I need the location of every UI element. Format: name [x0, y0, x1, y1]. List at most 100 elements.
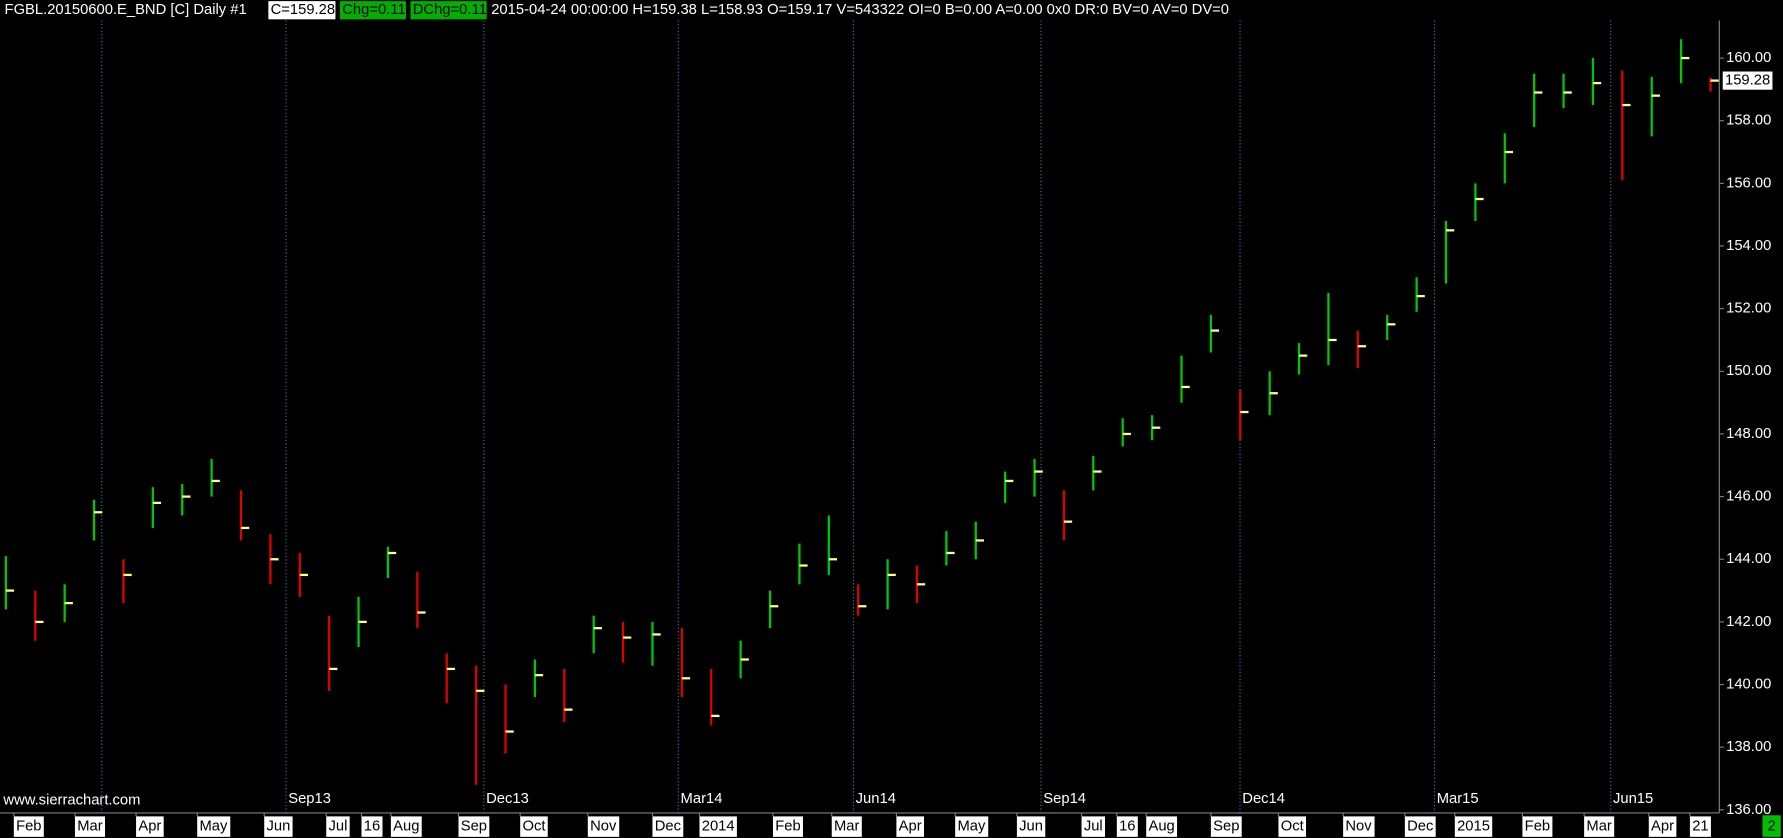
rollover-label: Dec14 [1242, 791, 1285, 807]
rollover-label: Sep13 [288, 791, 331, 807]
close-box [268, 1, 336, 20]
header: FGBL.20150600.E_BND [C] Daily #1 C=159.2… [5, 1, 1229, 20]
dchange-box [410, 1, 487, 20]
y-tick-label: 142.00 [1726, 614, 1771, 630]
x-tick-label: Jul [329, 819, 348, 835]
rollover-label: Mar15 [1437, 791, 1479, 807]
rollover-label: Sep14 [1043, 791, 1086, 807]
x-tick-label: Feb [1525, 819, 1550, 835]
x-tick-box [74, 816, 106, 837]
x-tick-label: Apr [1651, 819, 1674, 835]
badge: 2 [1768, 819, 1776, 835]
x-tick-label: Aug [1148, 819, 1174, 835]
y-tick-label: 158.00 [1726, 113, 1771, 129]
x-tick-box [587, 816, 620, 837]
y-tick-label: 136.00 [1726, 802, 1771, 818]
x-tick-box [1404, 816, 1436, 837]
x-tick-label: Aug [393, 819, 419, 835]
x-tick-label: Mar [1586, 819, 1612, 835]
badge-box [1762, 815, 1781, 837]
x-tick-box [831, 816, 862, 837]
last-price-box [1722, 71, 1773, 90]
rollover-label: Jun14 [856, 791, 896, 807]
x-tick-box [1648, 816, 1677, 837]
last-price-label: 159.28 [1725, 73, 1770, 89]
x-tick-box [1343, 816, 1375, 837]
x-tick-box [1522, 816, 1553, 837]
x-tick-label: Mar [77, 819, 103, 835]
x-tick-label: Apr [138, 819, 161, 835]
x-tick-label: Feb [16, 819, 41, 835]
x-tick-label: Jul [1084, 819, 1103, 835]
axes: Sep13 Dec13 Mar14 Jun14 Sep14 Dec14 Mar15 Jun15… [13, 50, 1773, 837]
x-tick-box [197, 816, 231, 837]
x-tick-label: Oct [1281, 819, 1304, 835]
x-tick-label: Apr [899, 819, 922, 835]
watermark: www.sierrachart.com [2, 792, 140, 808]
x-tick-label: Mar [834, 819, 860, 835]
x-tick-box [955, 816, 989, 837]
x-tick-label: 21 [1692, 819, 1708, 835]
x-tick-box [520, 816, 548, 837]
x-tick-box [1584, 816, 1615, 837]
y-tick-label: 144.00 [1726, 551, 1771, 567]
rollover-label: Jun15 [1613, 791, 1653, 807]
x-tick-box [1454, 816, 1493, 837]
plot-area [4, 20, 1719, 813]
x-tick-box [1116, 816, 1138, 837]
x-tick-box [1146, 816, 1178, 837]
rollover-label: Dec13 [486, 791, 529, 807]
x-tick-box [896, 816, 925, 837]
x-tick-label: Jun [266, 819, 290, 835]
x-tick-box [1210, 816, 1242, 837]
x-tick-label: Sep [461, 819, 487, 835]
x-tick-label: Dec [1407, 819, 1433, 835]
close-text: C=159.28 [271, 2, 335, 18]
x-tick-box [361, 816, 383, 837]
x-tick-label: Oct [522, 819, 545, 835]
y-tick-label: 152.00 [1726, 301, 1771, 317]
rollover-label: Mar14 [681, 791, 723, 807]
x-tick-label: Nov [1345, 819, 1372, 835]
x-tick-label: May [199, 819, 228, 835]
x-tick-box [772, 816, 803, 837]
x-tick-label: 2015 [1457, 819, 1490, 835]
y-tick-label: 154.00 [1726, 238, 1771, 254]
change-text: Chg=0.11 [342, 2, 405, 18]
y-tick-label: 140.00 [1726, 676, 1771, 692]
y-tick-label: 148.00 [1726, 426, 1771, 442]
x-tick-box [390, 816, 422, 837]
x-tick-box [1689, 816, 1711, 837]
x-tick-label: 16 [364, 819, 380, 835]
x-tick-box [326, 816, 350, 837]
x-tick-box [458, 816, 490, 837]
y-tick-label: 160.00 [1726, 50, 1771, 66]
x-tick-label: 16 [1119, 819, 1135, 835]
x-tick-label: May [957, 819, 986, 835]
x-tick-box [699, 816, 737, 837]
x-tick-label: Feb [775, 819, 800, 835]
x-tick-box [1278, 816, 1307, 837]
bar-info: 2015-04-24 00:00:00 H=159.38 L=158.93 O=… [491, 2, 1229, 18]
x-tick-box [652, 816, 684, 837]
symbol: FGBL.20150600.E_BND [C] Daily #1 [5, 2, 247, 18]
x-tick-label: Dec [655, 819, 681, 835]
x-tick-box [13, 816, 44, 837]
x-tick-label: Sep [1213, 819, 1239, 835]
y-tick-label: 156.00 [1726, 175, 1771, 191]
y-tick-label: 146.00 [1726, 489, 1771, 505]
x-tick-box [264, 816, 293, 837]
y-tick-label: 150.00 [1726, 363, 1771, 379]
x-tick-label: 2014 [702, 819, 735, 835]
dchange-text: DChg=0.11 [413, 2, 487, 18]
change-box [339, 1, 406, 20]
x-tick-label: Jun [1019, 819, 1043, 835]
x-tick-label: Nov [590, 819, 617, 835]
x-tick-box [1081, 816, 1105, 837]
x-tick-box [136, 816, 164, 837]
y-tick-label: 138.00 [1726, 739, 1771, 755]
x-tick-box [1016, 816, 1046, 837]
